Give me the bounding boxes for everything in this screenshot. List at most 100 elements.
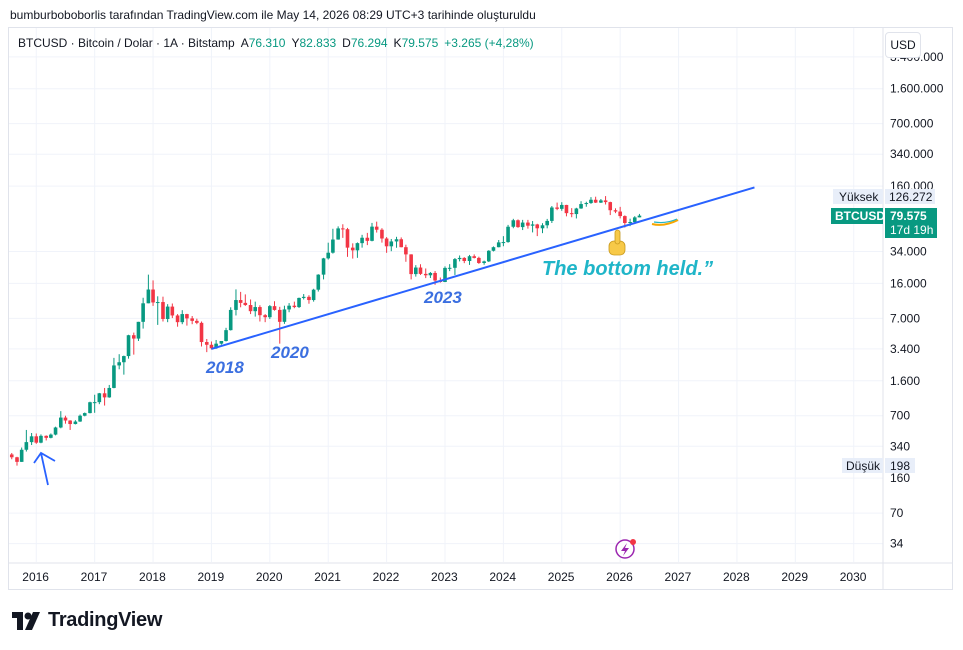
- bolt-icon[interactable]: [615, 539, 636, 559]
- candle: [102, 387, 107, 406]
- chart-frame: [8, 27, 953, 590]
- time-tick-label: 2021: [314, 570, 341, 584]
- candle: [44, 435, 49, 441]
- candle: [136, 321, 141, 341]
- time-tick-label: 2016: [22, 570, 49, 584]
- candle: [540, 223, 545, 234]
- candle: [447, 264, 452, 272]
- candle: [545, 218, 549, 229]
- candle: [301, 294, 306, 300]
- price-tick-label: 700: [890, 409, 910, 423]
- candle: [409, 254, 413, 280]
- candle: [336, 226, 340, 240]
- time-tick-label: 2030: [840, 570, 867, 584]
- candle: [457, 255, 462, 262]
- candle: [82, 412, 87, 417]
- price-tick-label: 1.600: [890, 374, 920, 388]
- time-tick-label: 2020: [256, 570, 283, 584]
- candle: [165, 304, 170, 323]
- candle: [19, 447, 24, 462]
- time-tick-label: 2023: [431, 570, 458, 584]
- currency-button[interactable]: USD: [885, 32, 921, 58]
- candle: [501, 236, 506, 247]
- candle: [112, 357, 116, 389]
- candle: [272, 301, 277, 311]
- price-tick-label: 34: [890, 537, 904, 551]
- candle: [482, 260, 486, 265]
- candle: [603, 196, 608, 205]
- candle: [199, 321, 204, 347]
- annotation-2023: 2023: [423, 288, 462, 307]
- candle: [126, 334, 131, 359]
- candle: [462, 257, 467, 264]
- candle: [389, 238, 394, 252]
- candle: [161, 296, 165, 322]
- candle: [477, 256, 481, 264]
- brand-name: TradingView: [48, 609, 163, 631]
- candle: [599, 198, 603, 203]
- candle: [63, 415, 68, 424]
- time-tick-label: 2027: [665, 570, 692, 584]
- candle: [365, 232, 370, 246]
- time-axis: 2016 2017 2018 2019 2020 2021 2022 2023 2024 2025…: [9, 562, 952, 584]
- candle: [341, 224, 345, 238]
- price-tick-label: 34.000: [890, 245, 927, 259]
- candle: [399, 237, 404, 248]
- candle: [68, 420, 72, 430]
- high-tag: Yüksek 126.272: [833, 189, 935, 204]
- time-tick-label: 2017: [81, 570, 108, 584]
- candle: [520, 219, 525, 231]
- candle: [277, 306, 282, 344]
- symbol-legend: BTCUSD · Bitcoin / Dolar · 1A · Bitstamp…: [18, 36, 534, 50]
- candle: [88, 401, 92, 414]
- candle: [253, 301, 258, 317]
- candle: [175, 314, 180, 327]
- candle: [180, 310, 185, 325]
- symbol-name: BTCUSD · Bitcoin / Dolar · 1A · Bitstamp: [18, 36, 235, 50]
- candle: [637, 213, 642, 218]
- price-tick-label: 16.000: [890, 276, 927, 290]
- candle: [384, 237, 389, 253]
- candle: [316, 274, 321, 292]
- annotation-2020: 2020: [270, 343, 309, 362]
- candle: [511, 218, 516, 229]
- candle: [516, 219, 520, 228]
- candle: [287, 303, 291, 313]
- candle: [141, 297, 145, 329]
- candle: [131, 332, 136, 355]
- candle: [608, 201, 613, 216]
- candle: [555, 202, 559, 211]
- chart-caption: bumburboboborlis tarafından TradingView.…: [10, 8, 536, 22]
- svg-text:BTCUSD: BTCUSD: [835, 209, 885, 223]
- candle: [146, 274, 151, 304]
- time-tick-label: 2018: [139, 570, 166, 584]
- candle: [73, 420, 78, 425]
- candle: [355, 242, 360, 258]
- candle: [39, 434, 43, 444]
- candle: [24, 429, 29, 452]
- candle: [423, 268, 428, 279]
- time-tick-label: 2028: [723, 570, 750, 584]
- candle: [467, 254, 472, 265]
- candle: [78, 414, 82, 422]
- symbol-price-tag: BTCUSD 79.575 17d 19h: [831, 208, 937, 238]
- candles: [9, 196, 642, 466]
- candle: [49, 433, 53, 439]
- candle: [117, 354, 121, 370]
- candle: [345, 227, 350, 257]
- candle: [268, 305, 272, 319]
- candle: [107, 384, 112, 398]
- candle: [350, 243, 355, 259]
- tradingview-brand[interactable]: TradingView: [12, 609, 162, 632]
- candle: [579, 201, 583, 209]
- candle: [496, 239, 501, 248]
- pointing-finger-icon: [608, 229, 626, 256]
- candle: [564, 204, 569, 217]
- candle: [219, 340, 224, 345]
- candle: [204, 338, 209, 353]
- candle: [234, 289, 238, 316]
- candle: [190, 316, 194, 325]
- candle: [122, 355, 126, 375]
- candle: [569, 208, 574, 218]
